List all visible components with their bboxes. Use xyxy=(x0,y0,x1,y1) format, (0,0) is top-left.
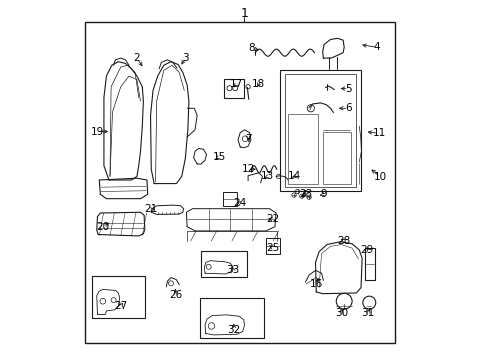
Text: 14: 14 xyxy=(287,171,301,181)
Bar xyxy=(224,79,244,98)
Bar xyxy=(199,298,263,338)
Text: 10: 10 xyxy=(373,172,386,182)
Text: 23: 23 xyxy=(299,189,312,199)
Text: 19: 19 xyxy=(91,127,104,136)
Text: 7: 7 xyxy=(244,134,251,144)
Text: 28: 28 xyxy=(337,236,350,246)
Text: 29: 29 xyxy=(359,245,372,255)
Bar xyxy=(92,276,145,318)
Text: 31: 31 xyxy=(361,309,374,318)
Text: 24: 24 xyxy=(233,198,246,208)
Text: 33: 33 xyxy=(226,265,239,275)
Text: 13: 13 xyxy=(261,171,274,181)
Text: 30: 30 xyxy=(334,309,347,318)
Text: 32: 32 xyxy=(226,325,240,335)
Text: 25: 25 xyxy=(266,243,279,253)
Text: 20: 20 xyxy=(96,222,109,231)
Bar xyxy=(287,114,317,184)
Text: 11: 11 xyxy=(371,129,385,138)
Bar xyxy=(279,69,361,192)
Bar xyxy=(265,238,280,253)
Text: 22: 22 xyxy=(265,215,279,224)
Text: 12: 12 xyxy=(241,164,254,174)
Text: 15: 15 xyxy=(212,152,225,162)
Text: 17: 17 xyxy=(229,79,243,89)
Text: 4: 4 xyxy=(373,42,380,52)
Bar xyxy=(322,132,350,184)
Text: 6: 6 xyxy=(345,103,351,113)
Text: 18: 18 xyxy=(252,79,265,89)
Text: 3: 3 xyxy=(182,53,188,63)
Text: 21: 21 xyxy=(144,204,158,215)
Bar xyxy=(201,251,247,277)
Text: 5: 5 xyxy=(345,84,351,94)
Text: 1: 1 xyxy=(240,7,248,20)
Bar xyxy=(364,248,374,280)
Text: 16: 16 xyxy=(309,279,322,289)
Text: 26: 26 xyxy=(169,291,183,301)
Text: 27: 27 xyxy=(114,301,127,311)
Text: 9: 9 xyxy=(320,189,326,199)
Bar xyxy=(223,192,236,206)
Text: 2: 2 xyxy=(133,53,140,63)
Bar xyxy=(85,22,394,343)
Bar xyxy=(284,74,356,187)
Text: 8: 8 xyxy=(248,43,254,53)
